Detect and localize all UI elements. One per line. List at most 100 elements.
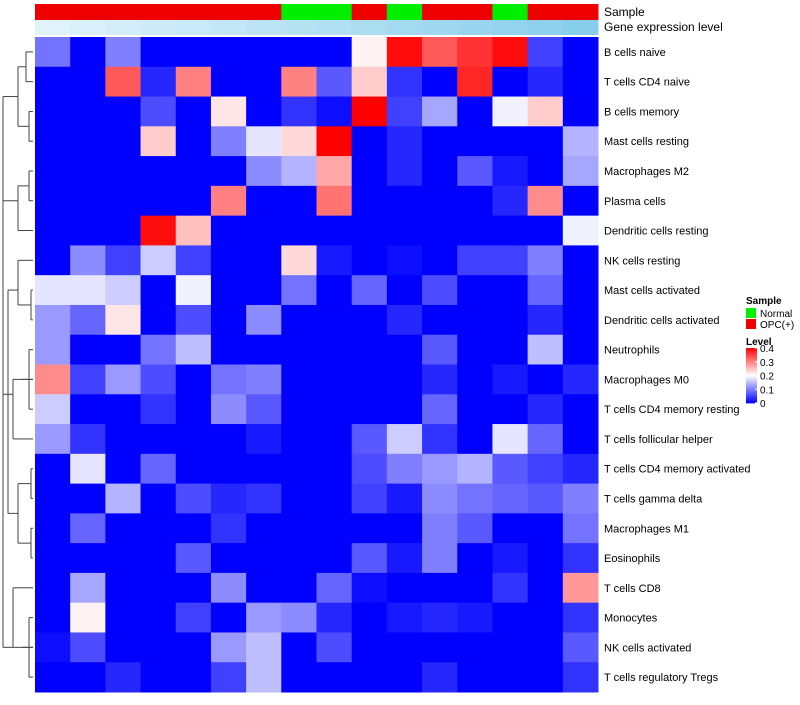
heatmap-cell <box>140 632 177 663</box>
heatmap-cell <box>492 66 529 98</box>
heatmap-cell <box>140 245 177 276</box>
heatmap-cell <box>527 513 564 544</box>
legend-tick-label: 0.1 <box>760 385 774 396</box>
heatmap-cell <box>316 66 353 98</box>
heatmap-cell <box>351 424 388 455</box>
heatmap-cell <box>35 245 71 276</box>
heatmap-cell <box>562 513 599 544</box>
heatmap-cell <box>246 275 282 306</box>
heatmap-cell <box>457 126 493 157</box>
annotation-sample-cell <box>562 4 599 20</box>
heatmap-cell <box>246 662 282 693</box>
annotation-level-cell <box>35 20 71 35</box>
heatmap-cell <box>422 304 458 336</box>
heatmap-cell <box>210 215 247 246</box>
heatmap-cell <box>562 37 599 68</box>
heatmap-cell <box>246 304 282 336</box>
heatmap-cell <box>422 394 458 425</box>
heatmap-cell <box>316 662 353 693</box>
annotation-sample-cell <box>527 4 564 20</box>
heatmap-cell <box>105 602 142 633</box>
heatmap-cell <box>35 66 71 98</box>
heatmap-cell <box>246 37 282 68</box>
annotation-level-label: Gene expression level <box>604 20 723 34</box>
heatmap-cell <box>562 126 599 157</box>
heatmap-cell <box>386 543 423 574</box>
heatmap-cell <box>316 632 353 663</box>
heatmap-cell <box>35 572 71 604</box>
heatmap-cell <box>386 632 423 663</box>
heatmap-cell <box>422 66 458 98</box>
heatmap-cell <box>175 424 212 455</box>
heatmap-cell <box>457 156 493 187</box>
heatmap-cell <box>562 543 599 574</box>
heatmap-cell <box>175 632 212 663</box>
heatmap-cell <box>351 453 388 485</box>
heatmap-cell <box>316 483 353 514</box>
heatmap-cell <box>70 304 106 336</box>
legend-swatch <box>746 308 756 318</box>
annotation-sample-cell <box>210 4 247 20</box>
heatmap-cell <box>105 662 142 693</box>
legend-colorbar-segment <box>746 370 757 372</box>
heatmap-cell <box>105 96 142 127</box>
heatmap-cell <box>562 156 599 187</box>
heatmap-cell <box>527 275 564 306</box>
legend-colorbar-segment <box>746 365 757 368</box>
heatmap-cell <box>457 662 493 693</box>
heatmap-cell <box>35 304 71 336</box>
annotation-level-cell <box>562 20 599 35</box>
heatmap-cell <box>457 632 493 663</box>
heatmap-cell <box>351 275 388 306</box>
heatmap-cell <box>527 453 564 485</box>
heatmap-cell <box>70 185 106 217</box>
heatmap-cell <box>422 543 458 574</box>
heatmap-cell <box>527 334 564 365</box>
heatmap-cell <box>422 424 458 455</box>
heatmap-cell <box>386 96 423 127</box>
heatmap-cell <box>386 513 423 544</box>
heatmap-cell <box>562 364 599 395</box>
heatmap-cell <box>351 126 388 157</box>
heatmap-cell <box>527 602 564 633</box>
heatmap-cell <box>316 185 353 217</box>
heatmap-cell <box>527 96 564 127</box>
heatmap-cell <box>140 215 177 246</box>
heatmap-cell <box>105 245 142 276</box>
heatmap-cell <box>70 632 106 663</box>
heatmap-cell <box>527 662 564 693</box>
heatmap-cell <box>492 543 529 574</box>
heatmap-cell <box>175 304 212 336</box>
annotation-sample-label: Sample <box>604 5 645 19</box>
heatmap-cell <box>35 126 71 157</box>
heatmap-cell <box>140 334 177 365</box>
row-label: T cells CD4 naive <box>604 77 690 89</box>
heatmap-cells <box>35 37 599 693</box>
heatmap-cell <box>210 394 247 425</box>
heatmap-cell <box>140 66 177 98</box>
heatmap-cell <box>492 215 529 246</box>
heatmap-cell <box>140 275 177 306</box>
legend-colorbar-segment <box>746 360 757 363</box>
heatmap-cell <box>70 394 106 425</box>
row-label: Macrophages M0 <box>604 374 689 386</box>
heatmap-cell <box>316 334 353 365</box>
heatmap-cell <box>175 543 212 574</box>
heatmap-cell <box>351 483 388 514</box>
legend-colorbar-segment <box>746 392 757 394</box>
heatmap-cell <box>35 364 71 395</box>
row-labels: B cells naive T cells CD4 naive B cells me… <box>604 47 751 684</box>
heatmap-cell <box>492 513 529 544</box>
heatmap-cell <box>492 334 529 365</box>
heatmap-cell <box>281 632 317 663</box>
heatmap-cell <box>175 662 212 693</box>
heatmap-cell <box>527 632 564 663</box>
heatmap-cell <box>70 513 106 544</box>
heatmap-cell <box>492 632 529 663</box>
heatmap-cell <box>70 66 106 98</box>
heatmap-cell <box>35 394 71 425</box>
heatmap-cell <box>351 156 388 187</box>
heatmap-cell <box>175 394 212 425</box>
heatmap-cell <box>246 394 282 425</box>
row-label: T cells CD4 memory resting <box>604 404 740 416</box>
